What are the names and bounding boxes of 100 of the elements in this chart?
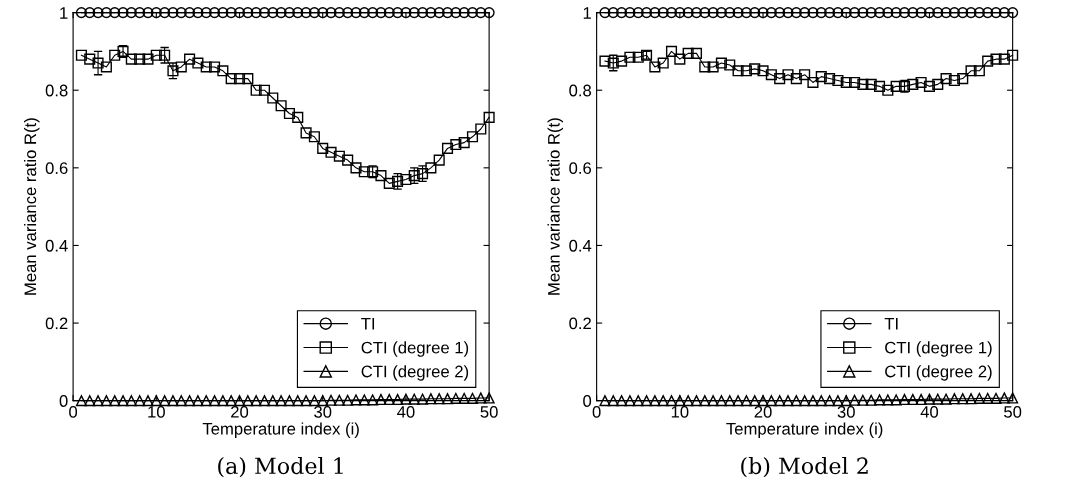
point xyxy=(300,395,312,407)
point xyxy=(400,7,412,19)
point xyxy=(333,150,345,162)
point xyxy=(317,7,329,19)
point xyxy=(807,395,819,407)
legend-label: CTI (degree 1) xyxy=(361,341,469,357)
point xyxy=(882,394,894,406)
point xyxy=(450,7,462,19)
point xyxy=(890,80,902,92)
point xyxy=(483,111,495,123)
point xyxy=(740,65,752,77)
point xyxy=(392,7,404,19)
point xyxy=(657,57,669,69)
point xyxy=(765,395,777,407)
point xyxy=(757,7,769,19)
point xyxy=(483,7,495,19)
point xyxy=(799,7,811,19)
point xyxy=(417,393,429,405)
y-tick-label: 0.4 xyxy=(569,239,592,252)
point xyxy=(383,7,395,19)
point xyxy=(225,73,237,85)
point xyxy=(358,394,370,406)
point xyxy=(184,7,196,19)
point xyxy=(907,78,919,90)
point xyxy=(724,395,736,407)
point xyxy=(483,392,495,404)
point xyxy=(92,395,104,407)
point xyxy=(790,395,802,407)
point xyxy=(300,127,312,139)
point xyxy=(283,395,295,407)
x-tick-label: 30 xyxy=(837,405,855,418)
point xyxy=(125,7,137,19)
point xyxy=(782,69,794,81)
point xyxy=(890,7,902,19)
point xyxy=(1007,392,1019,404)
point xyxy=(898,7,911,19)
point xyxy=(674,53,686,65)
point xyxy=(632,7,644,19)
point xyxy=(475,123,487,135)
point xyxy=(84,53,96,65)
point xyxy=(233,73,246,85)
point xyxy=(724,7,736,19)
point xyxy=(807,76,819,89)
x-tick-label: 10 xyxy=(671,405,689,418)
point xyxy=(350,7,362,19)
point xyxy=(749,395,761,407)
point xyxy=(175,7,187,19)
point xyxy=(375,7,387,19)
point xyxy=(782,395,794,407)
point xyxy=(325,7,337,19)
point xyxy=(208,61,221,73)
point xyxy=(865,78,877,90)
point xyxy=(142,53,154,65)
x-tick-label: 0 xyxy=(592,405,601,418)
point xyxy=(616,55,628,67)
point xyxy=(400,393,412,405)
y-tick-label: 0.4 xyxy=(45,239,68,252)
point xyxy=(308,395,320,407)
point xyxy=(100,7,112,19)
point xyxy=(275,100,287,112)
point xyxy=(75,49,87,61)
point xyxy=(466,131,479,143)
point xyxy=(907,7,919,19)
point xyxy=(217,65,229,77)
point xyxy=(342,394,354,406)
point xyxy=(242,73,254,85)
point xyxy=(599,55,611,67)
y-tick-label: 0.8 xyxy=(569,84,592,97)
point xyxy=(690,47,703,59)
y-tick-label: 1 xyxy=(583,7,591,19)
y-tick-label: 0.6 xyxy=(569,162,592,175)
point xyxy=(749,63,761,75)
point xyxy=(807,7,819,19)
point xyxy=(292,395,304,407)
point xyxy=(175,61,187,73)
point xyxy=(998,53,1010,65)
point xyxy=(425,162,437,174)
point xyxy=(358,166,370,178)
point xyxy=(699,7,711,19)
point xyxy=(607,395,619,407)
point xyxy=(640,395,653,407)
legend-label: TI xyxy=(361,318,375,330)
point xyxy=(616,395,628,407)
point xyxy=(450,138,462,151)
point xyxy=(857,394,869,406)
point xyxy=(283,7,295,19)
point xyxy=(367,394,379,406)
point xyxy=(242,395,254,407)
point xyxy=(732,395,744,407)
point xyxy=(250,84,262,96)
point xyxy=(990,7,1002,19)
point xyxy=(383,177,395,189)
point xyxy=(142,395,154,407)
point xyxy=(317,142,329,154)
point xyxy=(923,7,936,19)
point xyxy=(84,395,96,407)
point xyxy=(665,45,678,57)
point xyxy=(998,392,1010,404)
point xyxy=(923,393,936,405)
point xyxy=(973,65,985,77)
